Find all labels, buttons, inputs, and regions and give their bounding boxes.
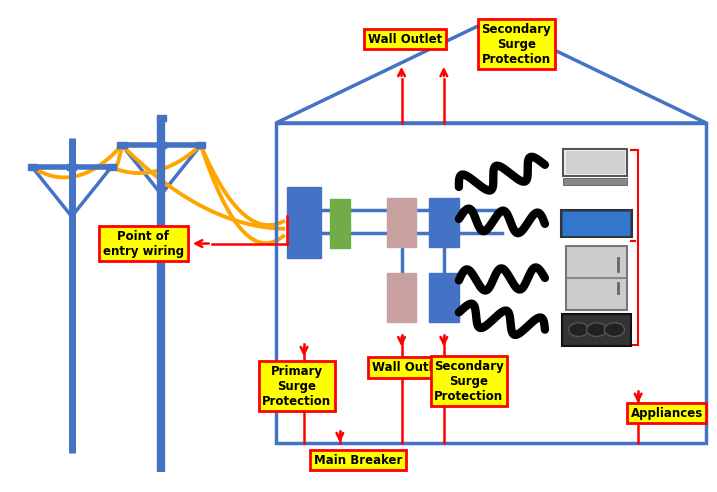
FancyBboxPatch shape [67, 164, 76, 170]
Text: Main Breaker: Main Breaker [313, 454, 402, 466]
Circle shape [587, 323, 607, 337]
FancyBboxPatch shape [196, 142, 206, 149]
FancyBboxPatch shape [429, 273, 459, 322]
FancyBboxPatch shape [561, 210, 632, 237]
Circle shape [569, 323, 589, 337]
FancyBboxPatch shape [156, 142, 166, 149]
Text: Point of
entry wiring: Point of entry wiring [103, 230, 184, 257]
FancyBboxPatch shape [106, 164, 116, 170]
FancyBboxPatch shape [566, 246, 627, 310]
FancyBboxPatch shape [330, 199, 350, 248]
Text: Appliances: Appliances [631, 407, 703, 420]
FancyBboxPatch shape [429, 198, 459, 247]
FancyBboxPatch shape [562, 314, 631, 345]
FancyBboxPatch shape [28, 164, 37, 170]
FancyBboxPatch shape [387, 198, 416, 247]
FancyBboxPatch shape [118, 142, 127, 149]
FancyBboxPatch shape [156, 115, 166, 121]
Text: Wall Outlet: Wall Outlet [368, 33, 442, 46]
Text: Wall Outlet: Wall Outlet [371, 361, 446, 374]
FancyBboxPatch shape [563, 212, 630, 236]
FancyBboxPatch shape [563, 149, 627, 176]
FancyBboxPatch shape [287, 187, 321, 258]
FancyBboxPatch shape [566, 151, 625, 174]
Text: Secondary
Surge
Protection: Secondary Surge Protection [434, 360, 504, 403]
Text: Secondary
Surge
Protection: Secondary Surge Protection [481, 23, 551, 66]
FancyBboxPatch shape [387, 273, 416, 322]
FancyBboxPatch shape [563, 178, 627, 184]
Text: Primary
Surge
Protection: Primary Surge Protection [262, 365, 331, 408]
Circle shape [604, 323, 625, 337]
